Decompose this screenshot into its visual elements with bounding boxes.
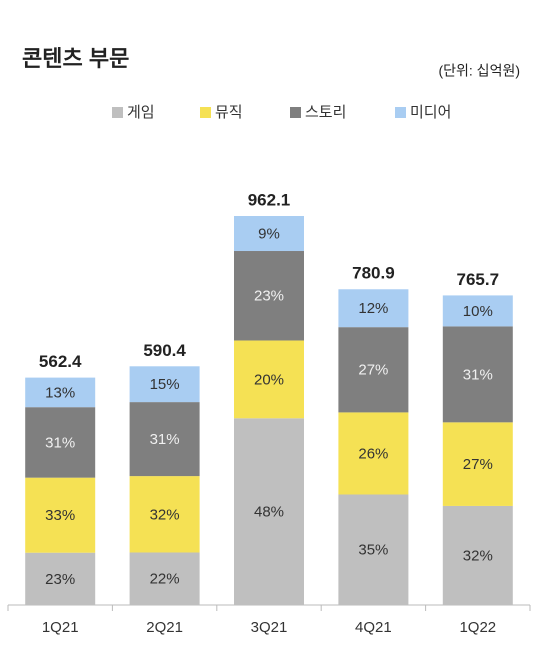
segment-label: 27% [463, 456, 493, 473]
x-tick-label: 1Q21 [42, 619, 79, 636]
legend-label: 스토리 [305, 104, 346, 121]
chart-title: 콘텐츠 부문 [22, 46, 129, 71]
segment-label: 31% [463, 366, 493, 383]
x-tick-label: 1Q22 [459, 619, 496, 636]
segment-label: 15% [150, 376, 180, 393]
segment-label: 20% [254, 371, 284, 388]
segment-label: 26% [358, 445, 388, 462]
segment-label: 32% [150, 506, 180, 523]
segment-label: 31% [45, 434, 75, 451]
bar-segment [234, 340, 304, 419]
segment-label: 35% [358, 542, 388, 559]
bar-segment [129, 366, 200, 403]
total-label: 562.4 [39, 352, 82, 371]
unit-label: (단위: 십억원) [438, 63, 520, 79]
segment-label: 23% [254, 288, 284, 305]
segment-label: 33% [45, 507, 75, 524]
legend-label: 게임 [127, 104, 155, 121]
bar-segment [129, 402, 200, 477]
segment-label: 31% [150, 431, 180, 448]
bar-segment [25, 477, 96, 553]
bar-segment [442, 295, 513, 327]
segment-label: 27% [358, 362, 388, 379]
segment-label: 23% [45, 571, 75, 588]
total-label: 780.9 [352, 264, 395, 283]
bar-segment [25, 552, 96, 605]
bar-segment [338, 494, 409, 605]
segment-label: 48% [254, 504, 284, 521]
legend-swatch [112, 107, 123, 118]
bar-segment [129, 552, 200, 605]
bar-segment [234, 216, 304, 252]
segment-label: 32% [463, 547, 493, 564]
bar-segment [129, 476, 200, 553]
legend-swatch [395, 107, 406, 118]
x-tick-label: 2Q21 [146, 619, 183, 636]
segment-label: 22% [150, 571, 180, 588]
total-label: 765.7 [457, 270, 500, 289]
bar-segment [25, 407, 96, 478]
total-label: 590.4 [143, 341, 186, 360]
bar-segment [234, 251, 304, 341]
segment-label: 12% [358, 300, 388, 317]
segment-label: 9% [258, 225, 280, 242]
bar-segment [338, 289, 409, 328]
bar-segment [442, 422, 513, 506]
legend-label: 미디어 [410, 104, 451, 121]
bar-segment [338, 412, 409, 495]
legend-swatch [290, 107, 301, 118]
x-tick-label: 4Q21 [355, 619, 392, 636]
legend-swatch [200, 107, 211, 118]
bar-segment [338, 327, 409, 413]
x-tick-label: 3Q21 [251, 619, 288, 636]
bar-segment [442, 505, 513, 605]
segment-label: 10% [463, 303, 493, 320]
legend-label: 뮤직 [215, 104, 243, 121]
bar-segment [234, 418, 304, 605]
total-label: 962.1 [248, 190, 291, 209]
bar-segment [442, 326, 513, 423]
bar-segment [25, 377, 96, 408]
segment-label: 13% [45, 384, 75, 401]
